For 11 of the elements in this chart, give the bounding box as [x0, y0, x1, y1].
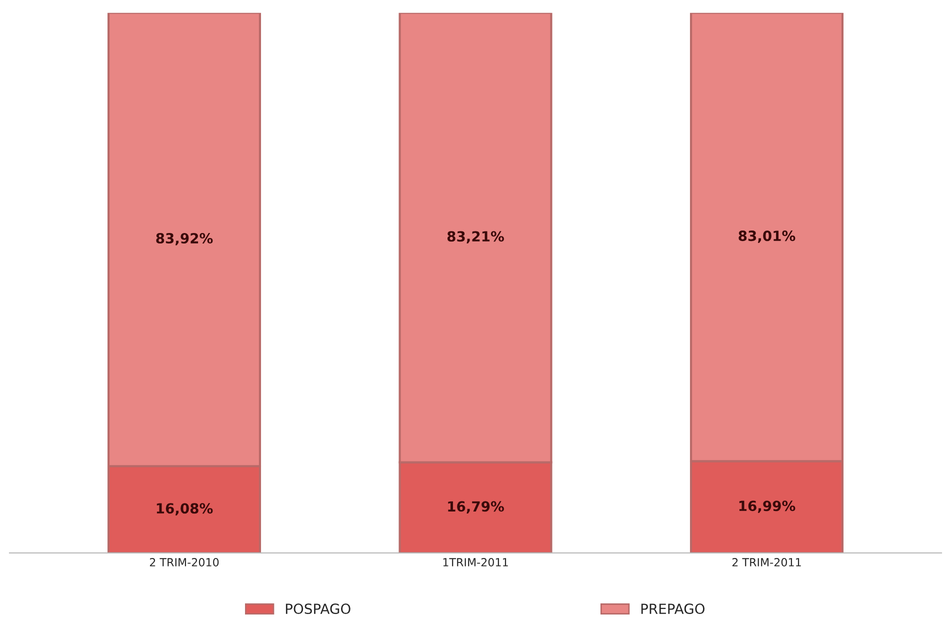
legend-label: POSPAGO	[286, 604, 350, 614]
data-label: 83,01%	[738, 230, 796, 243]
data-label: 16,79%	[448, 501, 504, 514]
legend-label: PREPAGO	[641, 604, 705, 614]
data-label: 16,08%	[156, 503, 213, 516]
data-label: 83,92%	[156, 233, 213, 246]
x-tick-label: 2 TRIM-2011	[732, 558, 801, 566]
x-tick-label: 2 TRIM-2010	[150, 558, 219, 566]
data-label: 16,99%	[739, 500, 796, 513]
x-tick-label: 1TRIM-2011	[443, 558, 508, 566]
data-label: 83,21%	[447, 231, 504, 244]
